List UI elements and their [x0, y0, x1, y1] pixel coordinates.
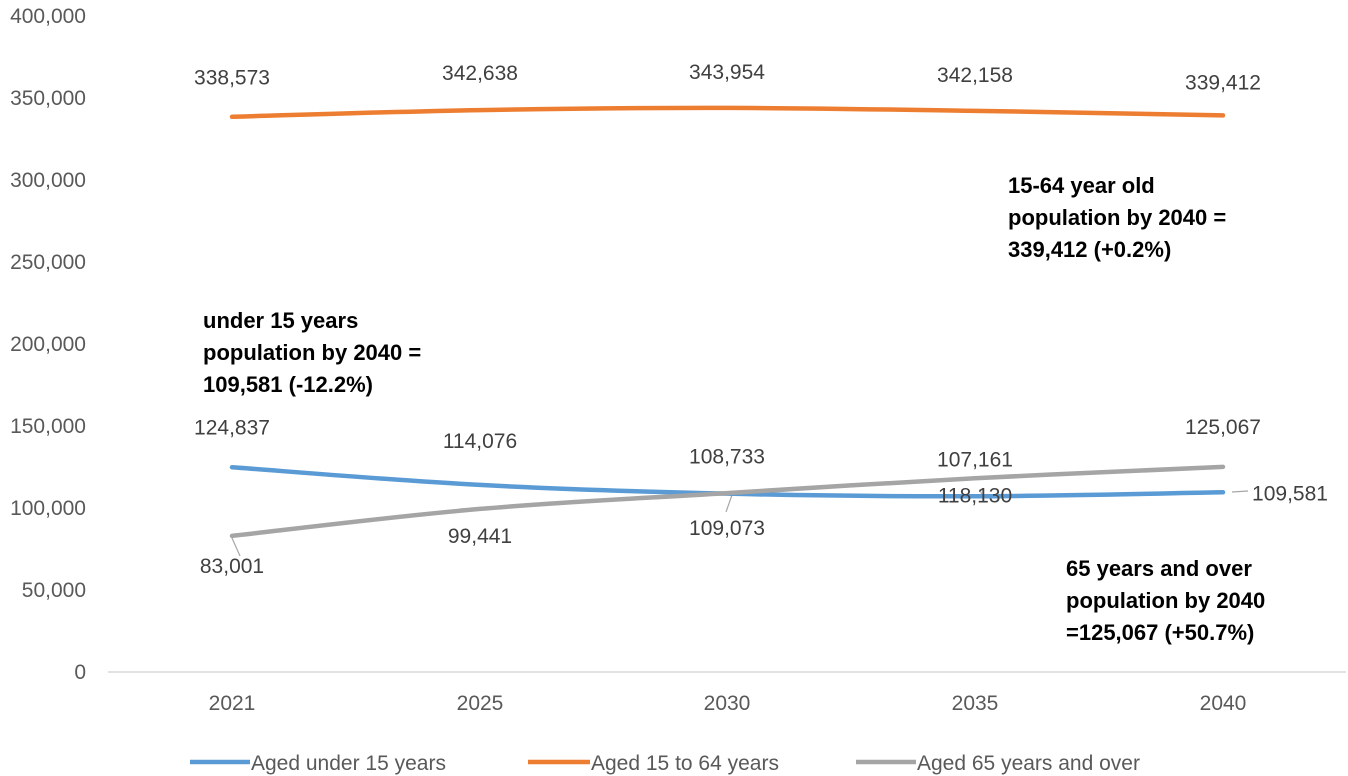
y-tick-label: 0 — [74, 661, 86, 684]
y-tick-label: 250,000 — [10, 251, 86, 274]
data-label: 342,638 — [442, 62, 518, 85]
x-tick-label: 2040 — [1200, 692, 1247, 715]
annotation-text: 65 years and over — [1066, 556, 1252, 581]
x-tick-label: 2035 — [952, 692, 999, 715]
annotation-text: under 15 years — [203, 308, 358, 333]
x-tick-label: 2025 — [457, 692, 504, 715]
data-label: 114,076 — [443, 430, 517, 453]
data-label: 118,130 — [938, 484, 1012, 507]
data-label: 107,161 — [937, 448, 1013, 471]
data-label: 339,412 — [1185, 71, 1261, 94]
legend-label: Aged 15 to 64 years — [591, 752, 779, 775]
annotation-text: population by 2040 = — [1008, 205, 1226, 230]
y-tick-label: 100,000 — [10, 497, 86, 520]
data-label-leader — [231, 537, 241, 557]
legend-label: Aged under 15 years — [251, 752, 446, 775]
y-tick-label: 400,000 — [10, 5, 86, 28]
annotation-text: =125,067 (+50.7%) — [1066, 620, 1254, 645]
data-label: 338,573 — [194, 67, 270, 90]
x-tick-label: 2021 — [209, 692, 256, 715]
y-tick-label: 200,000 — [10, 333, 86, 356]
annotation-text: population by 2040 = — [203, 340, 421, 365]
annotation-text: 15-64 year old — [1008, 173, 1155, 198]
data-label: 125,067 — [1185, 416, 1261, 439]
annotation-text: 339,412 (+0.2%) — [1008, 237, 1171, 262]
x-tick-label: 2030 — [704, 692, 751, 715]
data-label: 99,441 — [448, 525, 512, 548]
data-label: 124,837 — [194, 416, 270, 439]
y-tick-label: 150,000 — [10, 415, 86, 438]
data-label: 342,158 — [937, 64, 1013, 87]
data-label: 108,733 — [689, 446, 765, 469]
data-label: 109,581 — [1252, 482, 1328, 505]
annotation-text: 109,581 (-12.2%) — [203, 372, 373, 397]
y-tick-label: 300,000 — [10, 169, 86, 192]
series-line — [229, 464, 1226, 539]
annotation-text: population by 2040 — [1066, 588, 1265, 613]
y-tick-label: 50,000 — [22, 579, 86, 602]
data-label: 343,954 — [689, 61, 765, 84]
legend-label: Aged 65 years and over — [917, 752, 1140, 775]
data-label-leader — [1231, 490, 1249, 493]
data-label-leader — [725, 494, 733, 513]
data-label: 109,073 — [689, 517, 765, 540]
y-tick-label: 350,000 — [10, 87, 86, 110]
data-label: 83,001 — [200, 555, 264, 578]
series-line — [229, 105, 1226, 119]
